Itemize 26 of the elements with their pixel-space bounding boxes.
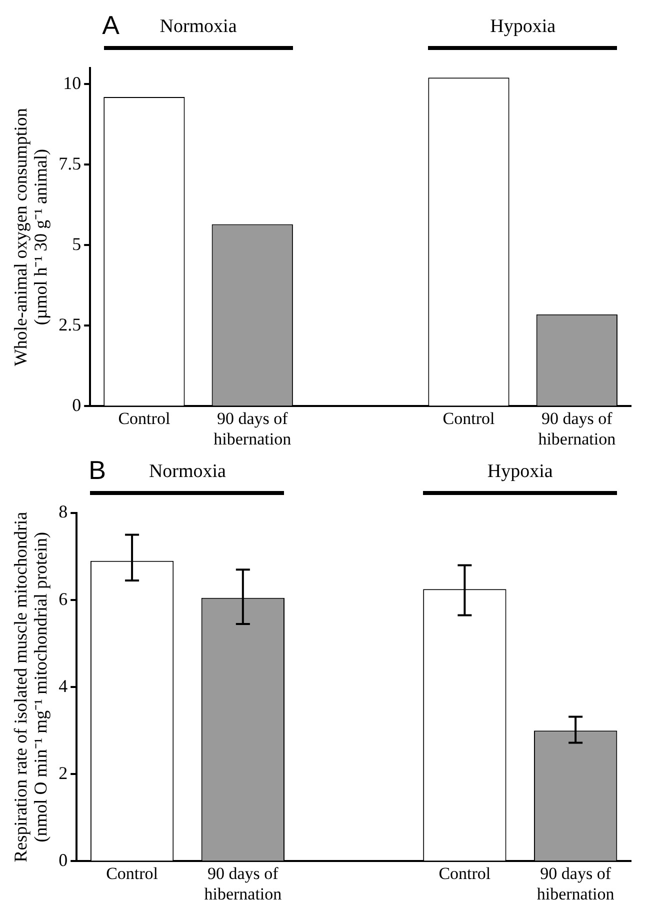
text: Hypoxia bbox=[486, 461, 554, 483]
y-axis-title: Respiration rate of isolated muscle mitochondria (nmol O min⁻¹ mg⁻¹ mitochondrial protein) bbox=[10, 512, 50, 862]
y-tick-label: 0 bbox=[58, 850, 68, 870]
x-tick-label: Control bbox=[438, 864, 491, 883]
y-tick-label: 2 bbox=[58, 762, 68, 783]
y-tick-label: 10 bbox=[63, 72, 82, 93]
x-tick-label: Control bbox=[118, 408, 170, 428]
y-tick-label: 7.5 bbox=[58, 153, 82, 174]
x-tick-label: Control bbox=[106, 864, 158, 883]
text: Normoxia bbox=[148, 461, 226, 482]
x-tick-label: 90 days of hibernation bbox=[536, 864, 615, 904]
text: Normoxia bbox=[160, 16, 237, 37]
y-tick-label: 0 bbox=[72, 394, 82, 415]
x-tick-label: 90 days of hibernation bbox=[204, 864, 282, 904]
y-tick-label: 6 bbox=[58, 588, 68, 609]
y-tick-label: 8 bbox=[58, 502, 68, 522]
y-axis-title: Whole-animal oxygen consumption (µmol h⁻¹ 30 g⁻¹ animal) bbox=[10, 108, 50, 366]
y-tick-label: 4 bbox=[58, 676, 68, 696]
y-tick-label: 2.5 bbox=[58, 314, 82, 334]
chart-title: B bbox=[88, 455, 106, 486]
x-tick-label: 90 days of hibernation bbox=[214, 408, 292, 448]
x-tick-label: Control bbox=[442, 408, 495, 428]
y-tick-label: 5 bbox=[72, 234, 82, 254]
chart-title: A bbox=[102, 10, 120, 40]
x-tick-label: 90 days of hibernation bbox=[538, 408, 616, 448]
text: Hypoxia bbox=[489, 16, 557, 38]
